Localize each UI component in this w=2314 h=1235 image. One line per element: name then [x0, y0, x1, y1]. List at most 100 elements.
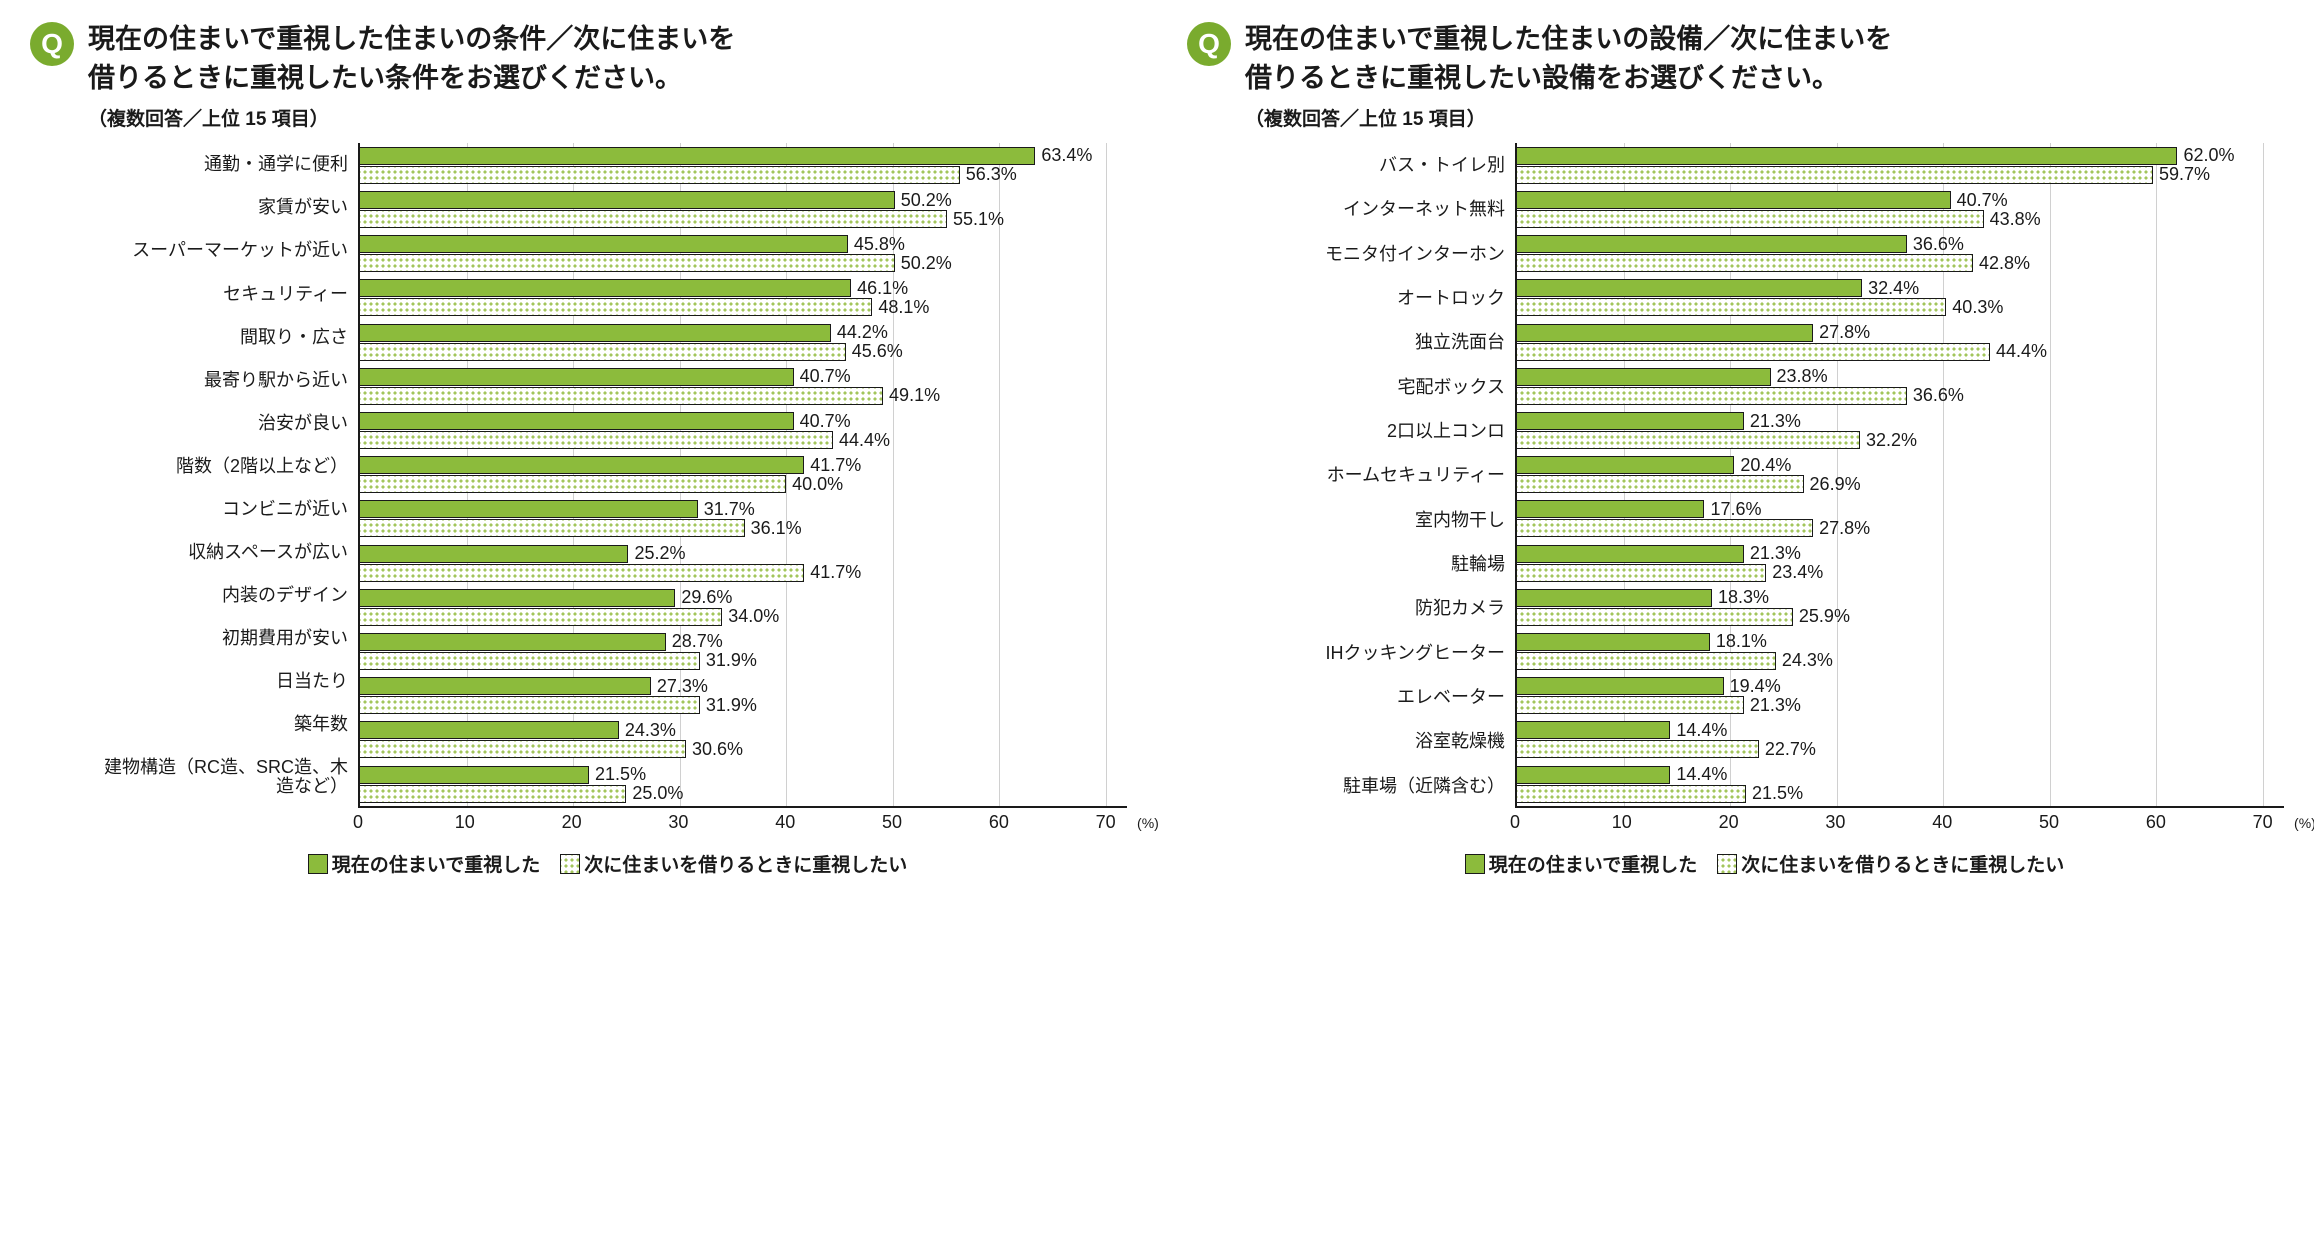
bar-group: 21.3%23.4%: [1517, 545, 2284, 582]
bar-group: 14.4%21.5%: [1517, 766, 2284, 803]
category-label: 築年数: [88, 715, 348, 734]
bar-value-label: 28.7%: [672, 631, 723, 652]
bar-next: [1517, 785, 1746, 803]
bar-next: [360, 740, 686, 758]
bar-next: [360, 166, 960, 184]
bar-group: 44.2%45.6%: [360, 324, 1127, 361]
bar-group: 45.8%50.2%: [360, 235, 1127, 272]
bar-value-label: 27.8%: [1819, 518, 1870, 539]
bar-group: 14.4% 22.7%: [1517, 721, 2284, 758]
bar-value-label: 21.3%: [1750, 543, 1801, 564]
legend-swatch-solid: [1465, 854, 1485, 874]
bar-value-label: 50.2%: [901, 190, 952, 211]
bar-value-label: 36.6%: [1913, 385, 1964, 406]
x-tick-label: 20: [562, 812, 582, 833]
legend-swatch-dotted: [1717, 854, 1737, 874]
bar-next: [1517, 431, 1860, 449]
bar-value-label: 17.6%: [1710, 499, 1761, 520]
bar-value-label: 49.1%: [889, 385, 940, 406]
bar-next: [1517, 298, 1946, 316]
chart-title: 現在の住まいで重視した住まいの条件／次に住まいを 借りるときに重視したい条件をお…: [88, 20, 1127, 98]
chart-panel-1: Q現在の住まいで重視した住まいの設備／次に住まいを 借りるときに重視したい設備を…: [1187, 20, 2284, 877]
bar-value-label: 41.7%: [810, 562, 861, 583]
bar-value-label: 14.4%: [1676, 720, 1727, 741]
bar-value-label: 25.2%: [634, 543, 685, 564]
bar-value-label: 27.8%: [1819, 322, 1870, 343]
category-label: 駐車場（近隣含む）: [1245, 777, 1505, 796]
bar-group: 28.7%31.9%: [360, 633, 1127, 670]
bar-next: [1517, 254, 1973, 272]
bar-value-label: 44.4%: [839, 430, 890, 451]
bar-value-label: 40.7%: [800, 366, 851, 387]
bar-value-label: 25.9%: [1799, 606, 1850, 627]
bar-group: 19.4%21.3%: [1517, 677, 2284, 714]
x-tick-label: 60: [989, 812, 1009, 833]
bar-value-label: 46.1%: [857, 278, 908, 299]
category-label: エレベーター: [1245, 688, 1505, 707]
legend-swatch-solid: [308, 854, 328, 874]
bar-value-label: 31.9%: [706, 695, 757, 716]
bar-group: 63.4%56.3%: [360, 147, 1127, 184]
category-label: 日当たり: [88, 672, 348, 691]
category-label: オートロック: [1245, 289, 1505, 308]
category-label: 独立洗面台: [1245, 333, 1505, 352]
bar-current: [360, 191, 895, 209]
bar-value-label: 63.4%: [1041, 145, 1092, 166]
category-label: 初期費用が安い: [88, 629, 348, 648]
bar-next: [360, 298, 872, 316]
category-label: 駐輪場: [1245, 555, 1505, 574]
bar-current: [1517, 677, 1724, 695]
x-tick-label: 10: [1612, 812, 1632, 833]
bar-next: [1517, 210, 1984, 228]
bar-group: 20.4%26.9%: [1517, 456, 2284, 493]
bar-group: 31.7%36.1%: [360, 500, 1127, 537]
bar-value-label: 23.4%: [1772, 562, 1823, 583]
x-tick-label: 70: [2253, 812, 2273, 833]
category-label: ホームセキュリティー: [1245, 466, 1505, 485]
bar-current: [1517, 279, 1862, 297]
x-tick-label: 40: [775, 812, 795, 833]
category-label: 治安が良い: [88, 414, 348, 433]
bar-group: 27.3%31.9%: [360, 677, 1127, 714]
category-label: セキュリティー: [88, 285, 348, 304]
bar-next: [1517, 740, 1759, 758]
bar-value-label: 43.8%: [1990, 209, 2041, 230]
bar-current: [1517, 766, 1670, 784]
bar-value-label: 21.5%: [1752, 783, 1803, 804]
category-label: 最寄り駅から近い: [88, 371, 348, 390]
bar-group: 17.6% 27.8%: [1517, 500, 2284, 537]
bar-value-label: 21.3%: [1750, 411, 1801, 432]
bar-value-label: 22.7%: [1765, 739, 1816, 760]
category-label: スーパーマーケットが近い: [88, 241, 348, 260]
category-label: バス・トイレ別: [1245, 156, 1505, 175]
chart-subtitle: （複数回答／上位 15 項目）: [88, 104, 1127, 131]
bar-value-label: 36.6%: [1913, 234, 1964, 255]
bar-next: [360, 519, 745, 537]
bar-value-label: 23.8%: [1777, 366, 1828, 387]
category-label: IHクッキングヒーター: [1245, 644, 1505, 663]
chart-subtitle: （複数回答／上位 15 項目）: [1245, 104, 2284, 131]
bar-current: [1517, 147, 2177, 165]
bar-value-label: 45.6%: [852, 341, 903, 362]
legend-label-solid: 現在の住まいで重視した: [1489, 855, 1697, 876]
bar-value-label: 21.5%: [595, 764, 646, 785]
category-label: 家賃が安い: [88, 198, 348, 217]
bar-current: [360, 633, 666, 651]
bar-value-label: 24.3%: [625, 720, 676, 741]
bar-next: [360, 652, 700, 670]
x-tick-label: 60: [2146, 812, 2166, 833]
x-axis-ticks: 010203040506070(%): [358, 812, 1127, 838]
bar-value-label: 27.3%: [657, 676, 708, 697]
category-label: 2口以上コンロ: [1245, 422, 1505, 441]
legend-label-dotted: 次に住まいを借りるときに重視したい: [1741, 855, 2064, 876]
bar-value-label: 40.0%: [792, 474, 843, 495]
bar-group: 50.2%55.1%: [360, 191, 1127, 228]
bar-next: [360, 475, 786, 493]
bar-value-label: 29.6%: [681, 587, 732, 608]
bar-group: 29.6%34.0%: [360, 589, 1127, 626]
category-label: 階数（2階以上など）: [88, 457, 348, 476]
bar-value-label: 30.6%: [692, 739, 743, 760]
bar-current: [1517, 235, 1907, 253]
bar-value-label: 19.4%: [1730, 676, 1781, 697]
bar-next: [360, 387, 883, 405]
